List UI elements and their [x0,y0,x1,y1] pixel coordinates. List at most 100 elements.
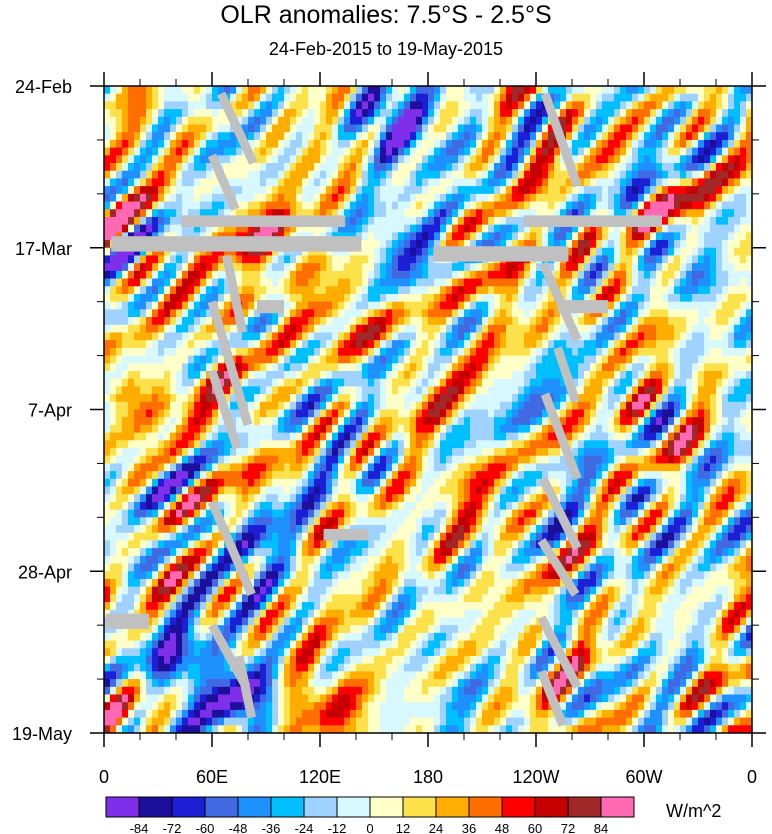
heatmap-cell [656,193,663,203]
heatmap-cell [590,247,597,257]
heatmap-cell [326,324,333,334]
heatmap-cell [386,132,393,141]
heatmap-cell [692,201,699,210]
heatmap-cell [182,255,189,264]
heatmap-cell [176,101,183,110]
heatmap-cell [398,286,405,295]
heatmap-cell [410,255,417,264]
heatmap-cell [506,163,513,172]
heatmap-cell [602,201,609,210]
heatmap-cell [344,378,351,387]
heatmap-cell [170,394,177,403]
heatmap-cell [662,116,669,126]
heatmap-cell [194,86,201,95]
heatmap-cell [710,240,717,249]
heatmap-cell [110,139,117,149]
heatmap-cell [302,224,309,233]
heatmap-cell [518,309,525,318]
heatmap-cell [146,409,153,418]
heatmap-cell [746,193,752,203]
heatmap-cell [518,355,525,364]
heatmap-cell [716,132,723,141]
heatmap-cell [122,378,129,387]
heatmap-cell [662,394,669,403]
heatmap-cell [506,409,513,418]
heatmap-cell [524,409,531,418]
heatmap-cell [326,193,333,203]
heatmap-cell [596,155,603,164]
heatmap-cell [632,139,639,149]
heatmap-cell [512,186,519,195]
heatmap-cell [626,209,633,218]
heatmap-cell [344,293,351,303]
heatmap-cell [296,209,303,218]
heatmap-cell [266,255,273,264]
heatmap-cell [524,109,531,118]
heatmap-cell [266,147,273,156]
heatmap-cell [518,424,525,434]
heatmap-cell [416,155,423,164]
heatmap-cell [266,424,273,434]
heatmap-cell [380,386,387,395]
heatmap-cell [644,332,651,341]
heatmap-cell [698,340,705,349]
heatmap-cell [506,224,513,233]
heatmap-cell [254,201,261,210]
heatmap-cell [290,324,297,334]
heatmap-cell [248,170,255,180]
heatmap-cell [104,93,111,102]
heatmap-cell [710,201,717,210]
heatmap-cell [704,286,711,295]
heatmap-cell [122,155,129,164]
heatmap-cell [686,324,693,334]
heatmap-cell [260,224,267,233]
heatmap-cell [182,186,189,195]
heatmap-cell [368,124,375,133]
heatmap-cell [638,178,645,187]
heatmap-cell [404,340,411,349]
heatmap-cell [458,370,465,380]
heatmap-cell [356,116,363,126]
heatmap-cell [566,340,573,349]
heatmap-cell [674,170,681,180]
heatmap-cell [614,355,621,364]
heatmap-cell [602,378,609,387]
heatmap-cell [596,278,603,287]
heatmap-cell [308,255,315,264]
heatmap-cell [434,409,441,418]
heatmap-cell [158,93,165,102]
heatmap-cell [656,232,663,241]
heatmap-cell [512,424,519,434]
heatmap-cell [734,101,741,110]
heatmap-cell [578,132,585,141]
heatmap-cell [620,370,627,380]
heatmap-cell [218,355,225,364]
heatmap-cell [254,247,261,257]
heatmap-cell [176,301,183,310]
heatmap-cell [344,370,351,380]
heatmap-cell [146,363,153,372]
heatmap-cell [716,432,723,441]
heatmap-cell [380,401,387,411]
heatmap-cell [200,394,207,403]
heatmap-cell [662,224,669,233]
heatmap-cell [344,355,351,364]
heatmap-cell [608,394,615,403]
heatmap-cell [470,363,477,372]
heatmap-cell [128,370,135,380]
heatmap-cell [170,193,177,203]
heatmap-cell [632,332,639,341]
heatmap-cell [248,401,255,411]
heatmap-cell [122,255,129,264]
heatmap-cell [656,340,663,349]
heatmap-cell [596,240,603,249]
heatmap-cell [512,401,519,411]
heatmap-cell [302,201,309,210]
heatmap-cell [614,178,621,187]
heatmap-cell [320,347,327,357]
heatmap-cell [506,209,513,218]
heatmap-cell [326,355,333,364]
heatmap-cell [308,186,315,195]
heatmap-cell [734,347,741,357]
heatmap-cell [494,370,501,380]
